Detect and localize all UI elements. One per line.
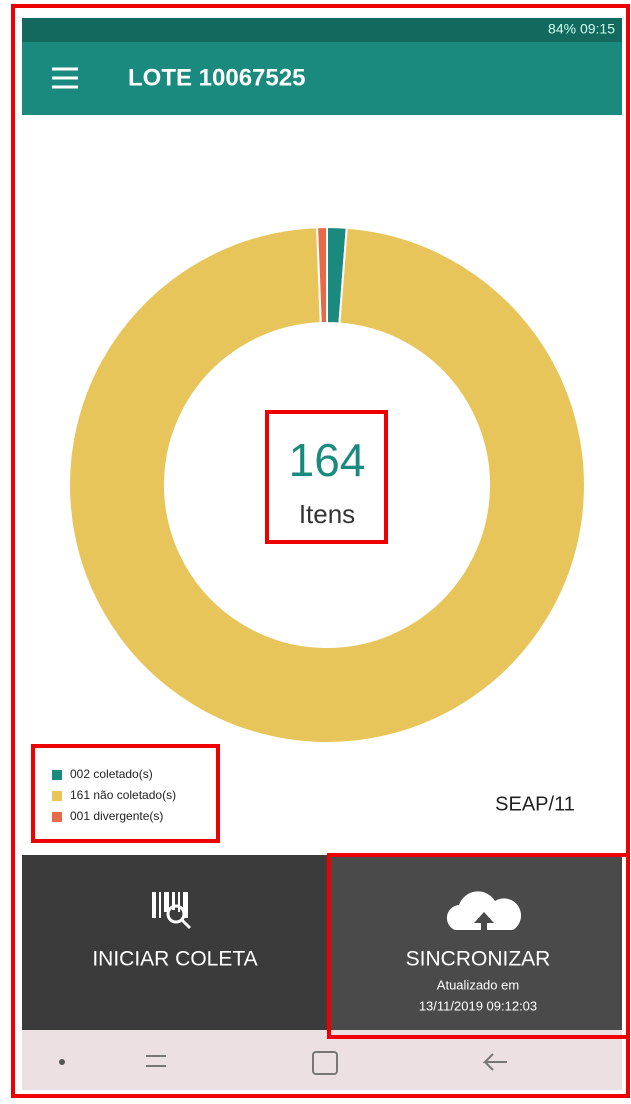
footer-code: SEAP/11 (495, 793, 575, 815)
app-title: LOTE 10067525 (128, 64, 305, 91)
total-label: Itens (299, 499, 355, 529)
legend-label: 002 coletado(s) (70, 767, 153, 781)
legend-swatch (52, 812, 62, 822)
sync-timestamp: 13/11/2019 09:12:03 (419, 998, 537, 1013)
total-number: 164 (289, 434, 366, 486)
button-label: SINCRONIZAR (406, 948, 551, 971)
screen: 84% 09:15 LOTE 10067525 164 Itens 002 co… (0, 0, 631, 1099)
legend-label: 001 divergente(s) (70, 809, 163, 823)
nav-dot (59, 1059, 65, 1065)
legend: 002 coletado(s) 161 não coletado(s) 001 di… (52, 767, 176, 823)
legend-label: 161 não coletado(s) (70, 788, 176, 802)
status-text: 84% 09:15 (548, 21, 615, 37)
start-button[interactable] (22, 855, 330, 1030)
legend-swatch (52, 770, 62, 780)
page: 84% 09:15 LOTE 10067525 164 Itens 002 co… (0, 0, 631, 1099)
sync-note: Atualizado em (437, 977, 519, 992)
button-label: INICIAR COLETA (92, 948, 257, 971)
status-bar (22, 18, 622, 42)
legend-swatch (52, 791, 62, 801)
app-bar (22, 42, 622, 115)
